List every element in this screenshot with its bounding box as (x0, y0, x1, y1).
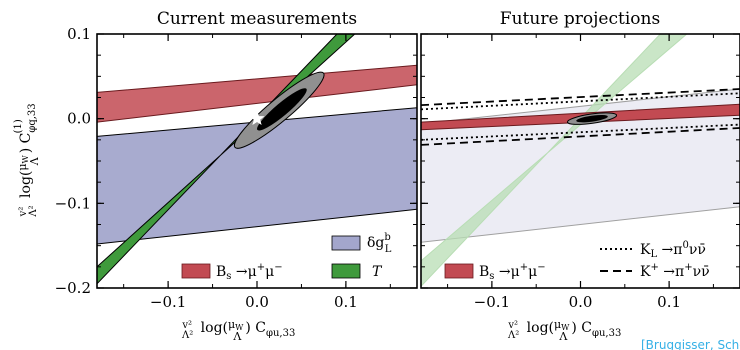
axis-ticks: −0.1 0.0 0.1 −0.2 −0.1 0.0 0.1 −0.1 0.0 0.1 (55, 25, 740, 311)
y-tick-label-2: 0.0 (67, 110, 91, 128)
legend-swatch-bs (181, 263, 211, 279)
svg-text:v²Λ² log(μWΛ) Cφq,33(1): v²Λ² log(μWΛ) Cφq,33(1) (13, 103, 41, 217)
best-fit-star (249, 110, 265, 126)
legend-label-kl: KL →π0νν̄ (640, 240, 706, 260)
right-plot-area (421, 34, 740, 288)
legend-label-bs: Bs →μ+μ− (216, 262, 283, 282)
x-tick-label-1-2: 0.1 (657, 293, 681, 311)
citation: [Bruggisser, Schoefbeck, Westhoff, Gisbe… (641, 338, 740, 350)
proj-line-1-1 (421, 88, 740, 107)
fit-ellipse-inner (576, 114, 608, 123)
left-legend: δgb L Bs →μ+μ− T (181, 232, 392, 282)
proj-line-1-0 (421, 127, 740, 146)
y-tick-label-1: −0.1 (55, 194, 91, 212)
x-tick-label-0-0: −0.1 (150, 293, 186, 311)
svg-text:v²Λ² log(μWΛ) Cφu,33: v² Λ² log(μW Λ) Cφu,33 (507, 318, 621, 343)
fit-ellipse-inner (257, 88, 307, 131)
legend-swatch-dgbl (331, 235, 361, 251)
left-x-axis-label: v² Λ² log(μW Λ) Cφu,33 (181, 318, 295, 343)
right-legend: Bs →μ+μ− KL →π0νν̄ K+ →π+νν̄ (444, 240, 710, 282)
legend-label-t: T (372, 264, 383, 280)
left-panel-title: Current measurements (157, 9, 357, 29)
band-1-0 (421, 88, 740, 243)
legend-label-dgbl: δgb L (367, 232, 392, 255)
legend-swatch-bs-future (444, 263, 474, 279)
y-tick-label-3: 0.1 (67, 25, 91, 43)
x-tick-label-0-1: 0.0 (245, 293, 269, 311)
y-axis-label: v²Λ² log(μWΛ) Cφq,33(1) (13, 103, 41, 217)
legend-label-kplus: K+ →π+νν̄ (640, 262, 710, 280)
band-0-0 (97, 107, 417, 245)
x-tick-label-0-2: 0.1 (334, 293, 358, 311)
proj-line-0-0 (421, 123, 740, 141)
x-tick-label-1-0: −0.1 (474, 293, 510, 311)
y-tick-label-0: −0.2 (55, 279, 91, 297)
x-tick-label-1-1: 0.0 (569, 293, 593, 311)
left-plot-area (97, 34, 417, 285)
legend-swatch-t (331, 263, 361, 279)
legend-label-bs-future: Bs →μ+μ− (479, 262, 546, 282)
band-0-1 (97, 64, 417, 123)
right-x-axis-label: v² Λ² log(μW Λ) Cφu,33 (507, 318, 621, 343)
proj-line-0-1 (421, 92, 740, 111)
svg-text:v²Λ² log(μWΛ) Cφu,33: v² Λ² log(μW Λ) Cφu,33 (181, 318, 295, 343)
right-panel-title: Future projections (500, 9, 660, 29)
